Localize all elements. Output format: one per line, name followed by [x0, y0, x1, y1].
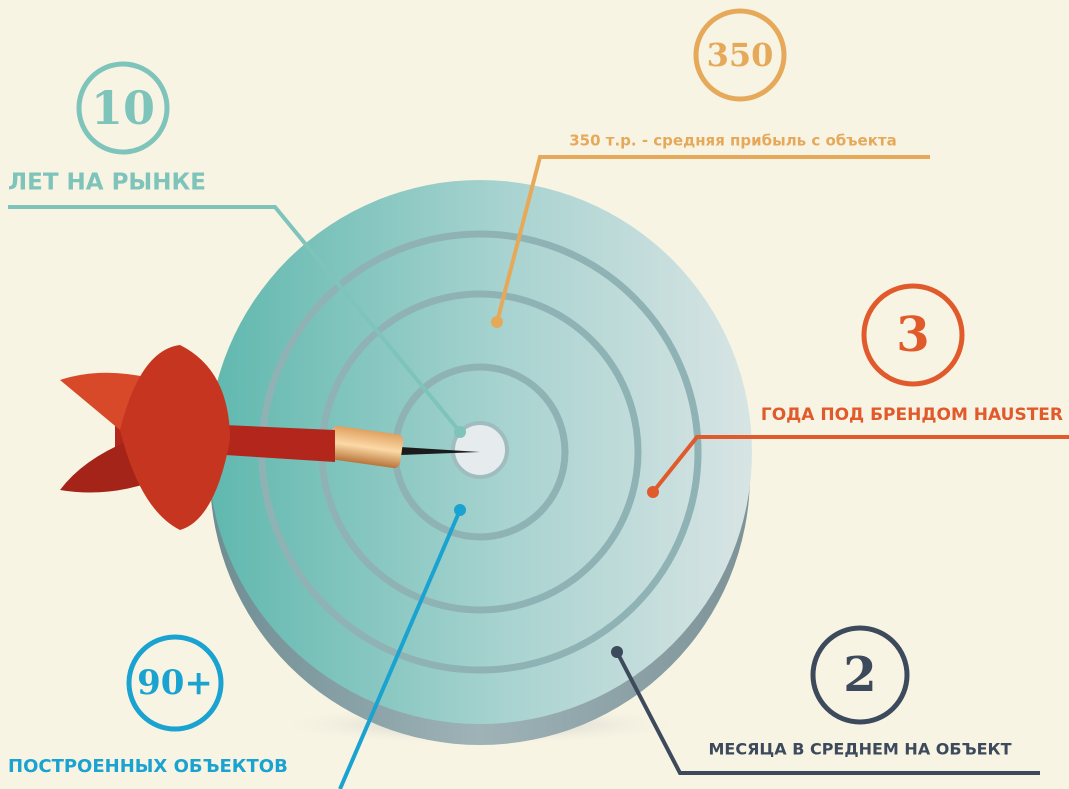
leader-line	[651, 435, 1069, 494]
leader-line	[615, 651, 1040, 775]
number: 350	[707, 36, 774, 74]
leader-line	[8, 205, 462, 434]
leader-dot	[611, 646, 623, 658]
callout: 3 ГОДА ПОД БРЕНДОМ HAUSTER	[647, 283, 1069, 498]
callout: 2 МЕСЯЦА В СРЕДНЕМ НА ОБЪЕКТ	[611, 625, 1040, 775]
callout: 350 350 т.р. - средняя прибыль с объекта	[491, 8, 930, 328]
callout: 90+ ПОСТРОЕННЫХ ОБЪЕКТОВ	[8, 504, 466, 789]
leader-dot	[647, 486, 659, 498]
number: 10	[91, 81, 155, 135]
number: 90+	[137, 663, 213, 703]
number-circle	[76, 61, 170, 155]
number-circle	[693, 8, 787, 102]
label: ПОСТРОЕННЫХ ОБЪЕКТОВ	[8, 756, 288, 777]
number: 2	[843, 647, 876, 703]
leader-line	[495, 155, 930, 323]
dart	[60, 345, 480, 530]
number-circle	[810, 625, 910, 725]
label: 350 т.р. - средняя прибыль с объекта	[569, 132, 896, 150]
number: 3	[896, 307, 929, 363]
leader-dot	[454, 504, 466, 516]
leader-dot	[454, 426, 466, 438]
number-circle	[861, 283, 965, 387]
label: ЛЕТ НА РЫНКЕ	[8, 170, 206, 196]
bullseye	[451, 421, 509, 479]
leader-line	[338, 509, 462, 789]
label: ГОДА ПОД БРЕНДОМ HAUSTER	[761, 405, 1063, 425]
leader-dot	[491, 316, 503, 328]
number-circle	[126, 634, 224, 732]
callout: 10 ЛЕТ НА РЫНКЕ	[8, 61, 466, 438]
label: МЕСЯЦА В СРЕДНЕМ НА ОБЪЕКТ	[708, 740, 1011, 759]
